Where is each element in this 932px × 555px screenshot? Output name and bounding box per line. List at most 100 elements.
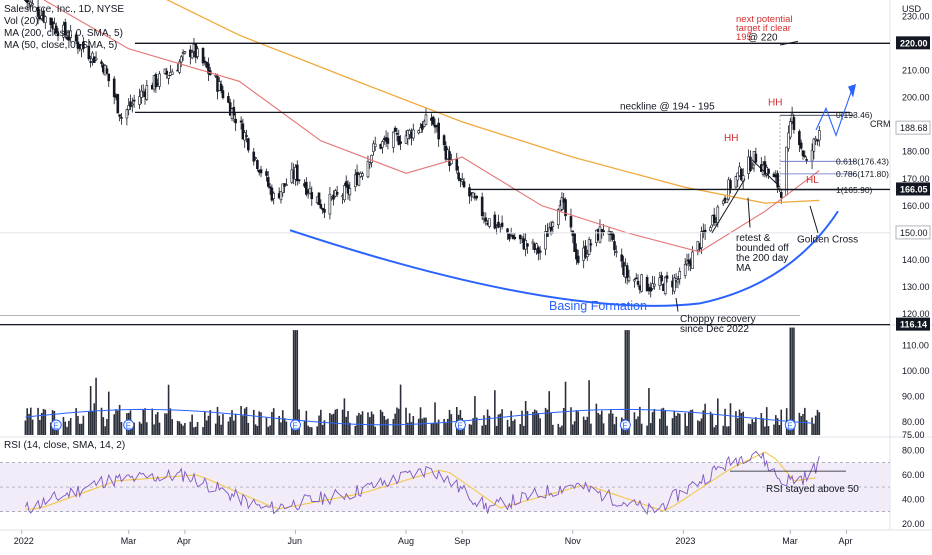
- volume-bar: [508, 426, 511, 435]
- volume-bar: [615, 416, 618, 435]
- volume-bar: [798, 412, 801, 435]
- ma-group: [43, 0, 820, 253]
- volume-bar: [468, 424, 471, 435]
- candle-body: [455, 159, 459, 171]
- volume-bar: [778, 424, 781, 435]
- candle-body: [256, 160, 259, 170]
- volume-bar: [178, 421, 181, 435]
- candle-body: [816, 139, 819, 142]
- volume-bar: [735, 411, 737, 435]
- ma200-indicator-label[interactable]: MA (200, close, 0, SMA, 5): [4, 28, 123, 39]
- volume-bar: [597, 412, 599, 435]
- volume-bar: [349, 422, 351, 435]
- candle-body: [683, 264, 687, 276]
- candle-body: [818, 130, 821, 141]
- candle-body: [404, 135, 408, 144]
- volume-bar: [368, 417, 371, 435]
- candle-body: [457, 172, 460, 180]
- volume-bar: [343, 398, 346, 435]
- target-arrow: [779, 40, 799, 46]
- volume-bar: [229, 416, 232, 435]
- candle-body: [431, 116, 435, 125]
- retest-annotation: retest & bounded off the 200 day MA: [736, 233, 789, 274]
- volume-bar: [329, 413, 331, 435]
- candle-body: [480, 196, 484, 217]
- volume-bar: [677, 412, 679, 435]
- rsi-ma-line: [25, 451, 816, 512]
- volume-bar: [330, 414, 333, 435]
- candle-body: [506, 228, 509, 234]
- volume-bar: [765, 407, 768, 435]
- earnings-marker: [50, 419, 62, 431]
- candle-body: [285, 184, 288, 186]
- volume-bar: [356, 415, 358, 435]
- volume-bar: [724, 408, 726, 435]
- rsi-indicator-label[interactable]: RSI (14, close, SMA, 14, 2): [4, 440, 126, 451]
- candle-body: [381, 141, 384, 148]
- volume-bar: [635, 419, 638, 435]
- candle-body: [573, 233, 576, 252]
- candle-body: [625, 265, 629, 279]
- candle-body: [31, 3, 34, 6]
- volume-bar: [104, 426, 106, 435]
- volume-bar: [729, 403, 732, 435]
- candle-body: [460, 179, 464, 182]
- candle-body: [207, 63, 210, 74]
- volume-bar: [557, 423, 560, 435]
- volume-bar: [165, 413, 168, 435]
- flag-trendline: [711, 178, 746, 234]
- volume-bar: [470, 424, 473, 435]
- candle-body: [252, 151, 256, 162]
- symbol-title[interactable]: Salesforce, Inc., 1D, NYSE: [4, 4, 125, 15]
- volume-bar: [260, 412, 262, 435]
- volume-bar: [396, 407, 398, 435]
- candle-body: [54, 25, 58, 34]
- candle-body: [734, 176, 738, 188]
- candle-body: [564, 199, 567, 217]
- volume-bar: [552, 424, 554, 435]
- volume-bar: [202, 427, 204, 435]
- volume-bar: [767, 426, 770, 435]
- candle-body: [112, 78, 116, 97]
- candle-body: [107, 73, 111, 82]
- volume-bar: [194, 426, 197, 435]
- volume-bar: [184, 423, 186, 435]
- volume-bar: [321, 424, 324, 435]
- candle-body: [328, 193, 332, 215]
- volume-bar: [82, 415, 85, 435]
- volume-bar: [107, 391, 110, 435]
- volume-bar: [816, 409, 819, 435]
- volume-indicator-label[interactable]: Vol (20): [4, 16, 39, 27]
- ma50-indicator-label[interactable]: MA (50, close, 0, SMA, 5): [4, 40, 118, 51]
- candle-body: [74, 34, 78, 42]
- volume-bar: [753, 421, 755, 435]
- candle-body: [419, 127, 422, 133]
- volume-bar: [182, 425, 184, 435]
- candle-body: [132, 99, 136, 102]
- volume-bar: [755, 417, 757, 435]
- volume-bar: [425, 417, 427, 435]
- volume-bar: [532, 411, 534, 435]
- golden-cross-arrow: [809, 205, 819, 234]
- candle-body: [814, 138, 817, 141]
- volume-bar: [577, 411, 580, 435]
- volume-tick-label: 90.00: [902, 392, 925, 402]
- candle-body: [544, 231, 547, 250]
- candle-body: [538, 250, 542, 253]
- candle-body: [67, 36, 71, 41]
- candle-body: [245, 135, 248, 137]
- price-tick-label: 130.00: [902, 282, 930, 292]
- volume-bar: [736, 418, 739, 435]
- volume-bar: [310, 427, 313, 435]
- candle-body: [589, 243, 593, 246]
- volume-bar: [205, 420, 208, 435]
- candle-body: [701, 230, 705, 234]
- candle-body: [798, 131, 801, 146]
- volume-bar: [678, 413, 681, 435]
- price-highlight-label: 116.14: [900, 320, 927, 330]
- candle-body: [63, 22, 67, 36]
- candle-body: [214, 75, 218, 77]
- volume-bar: [100, 407, 103, 435]
- volume-bar: [544, 407, 547, 435]
- candle-body: [709, 227, 712, 232]
